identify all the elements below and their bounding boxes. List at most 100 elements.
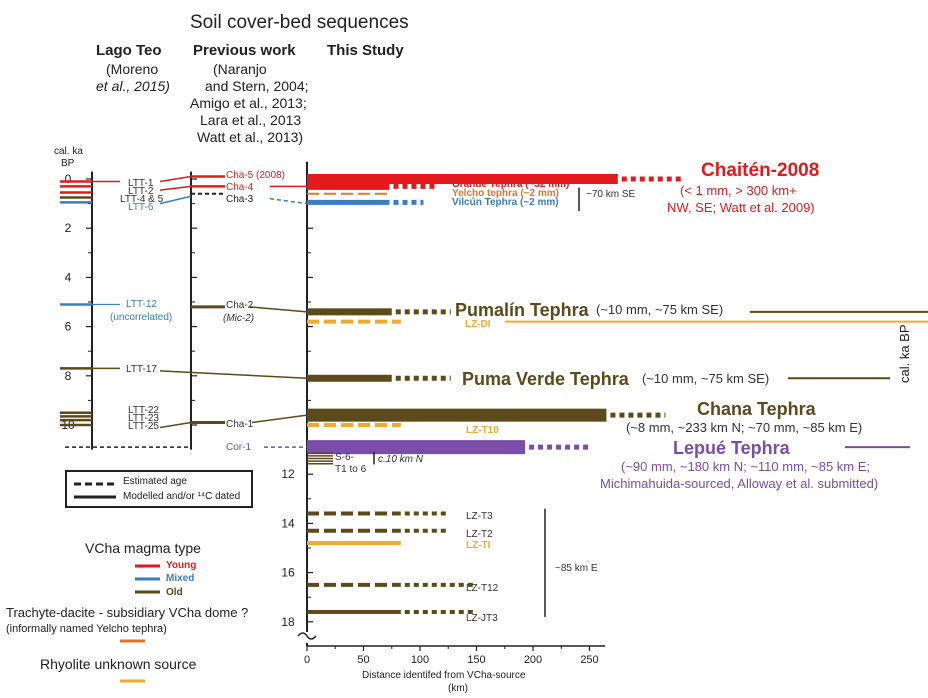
cha-1-label: Cha-1 [226, 419, 254, 430]
pumaverde-bar [307, 374, 392, 382]
lz-di-label: LZ-DI [465, 319, 491, 330]
ltt-22-label: LTT-22 [128, 405, 159, 416]
ltt-4-5-label: LTT-4 & 5 [120, 194, 164, 205]
age-tick-label: 4 [65, 270, 72, 284]
header-previous-cite-3: Amigo et al., 2013; [190, 95, 307, 111]
age-tick-label: 16 [281, 566, 295, 580]
legend-rhyolite-label: Rhyolite unknown source [40, 656, 197, 672]
header-lago-teo-cite1: (Moreno [106, 61, 159, 77]
distance-tick-label: 50 [357, 654, 369, 666]
cha-5-label: Cha-5 (2008) [226, 170, 285, 181]
legend-mixed-label: Mixed [166, 573, 195, 584]
legend-trachyte-sub-label: (informally named Yelcho tephra) [6, 623, 167, 635]
chana-tephra-label: Chana Tephra [697, 399, 816, 419]
lz-t10-label: LZ-T10 [466, 425, 499, 436]
header-previous-cite-1: (Naranjo [213, 61, 267, 77]
age-tick-label: 18 [281, 615, 295, 629]
cha-3-label: Cha-3 [226, 194, 254, 205]
pumalin-sub-label: (~10 mm, ~75 km SE) [596, 302, 724, 317]
ltt-25-connector [159, 421, 192, 429]
lz-t2-label: LZ-T2 [466, 529, 493, 540]
pumalin-bar [307, 308, 392, 316]
lz-t3-label: LZ-T3 [466, 511, 493, 522]
e-85-km-label: ~85 km E [555, 563, 598, 574]
legend-magma-title: VCha magma type [85, 540, 201, 556]
chaiten-label: Chaitén-2008 [701, 160, 820, 181]
age-axis-right-label: cal. ka BP [897, 324, 912, 383]
yelcho-tephra-label: Yelcho tephra (~2 mm) [452, 188, 559, 199]
grande-bar [307, 182, 390, 190]
distance-tick-label: 100 [411, 654, 429, 666]
cor-1-label: Cor-1 [226, 442, 252, 453]
legend-estimated-label: Estimated age [123, 476, 187, 487]
ltt-1-label: LTT-1 [128, 178, 154, 189]
distance-tick-label: 0 [304, 654, 310, 666]
cha-2-label: Cha-2 [226, 300, 254, 311]
distance-axis-label-1: Distance identifed from VCha-source [362, 670, 526, 681]
legend-box [65, 470, 253, 508]
age-tick-label: 14 [281, 516, 295, 530]
puma-verde-sub-label: (~10 mm, ~75 km SE) [642, 371, 770, 386]
lepue-bar [307, 440, 526, 455]
axis-break-icon [297, 632, 317, 640]
lz-ti-label: LZ-TI [466, 540, 491, 551]
ltt-12-uncorrelated-label: (uncorrelated) [110, 312, 173, 323]
s6-label-line1: S-6- [335, 452, 354, 463]
ltt-25-label: LTT-25 [128, 421, 159, 432]
header-previous-work: Previous work [193, 42, 296, 59]
distance-tick-label: 150 [467, 654, 485, 666]
ltt-2-label: LTT-2 [128, 186, 154, 197]
ltt-17-label: LTT-17 [126, 364, 157, 375]
ltt-6-connector [159, 195, 192, 205]
age-tick-label: 0 [65, 172, 72, 186]
age-tick-label: 12 [281, 467, 295, 481]
lz-t12-label: LZ-T12 [466, 583, 499, 594]
header-lago-teo: Lago Teo [96, 42, 162, 59]
lzjt3-bar [307, 609, 401, 614]
ltt-23-label: LTT-23 [128, 413, 159, 424]
ltt-6-label: LTT-6 [128, 202, 154, 213]
cha-1-connector [251, 414, 308, 424]
age-tick-label: 8 [65, 369, 72, 383]
se-70-km-label: ~70 km SE [586, 189, 636, 200]
s6-label-line2: T1 to 6 [335, 464, 367, 475]
lz-jt3-label: LZ-JT3 [466, 613, 498, 624]
c10-km-n-label: c.10 km N [378, 454, 424, 465]
cha-2-connector [249, 306, 308, 313]
lepue-sub2-label: Michimahuida-sourced, Alloway et al. sub… [600, 476, 879, 491]
distance-tick-label: 200 [524, 654, 542, 666]
lepue-tephra-label: Lepué Tephra [673, 438, 790, 458]
chaiten-sub1-label: (< 1 mm, > 300 km+ [680, 183, 797, 198]
age-axis-unit-top: cal. ka [54, 146, 83, 157]
legend-modelled-label: Modelled and/or ¹⁴C dated [123, 491, 241, 502]
cha-3-connector [269, 197, 308, 205]
lzti-bar [307, 541, 401, 546]
age-tick-label: 6 [65, 320, 72, 334]
chaiten-sub2-label: NW, SE; Watt et al. 2009) [667, 200, 815, 215]
legend-trachyte-label: Trachyte-dacite - subsidiary VCha dome ? [6, 605, 249, 620]
lepue-sub1-label: (~90 mm, ~180 km N; ~110 mm, ~85 km E; [621, 459, 871, 474]
legend-young-label: Young [166, 560, 197, 571]
pumalin-tephra-label: Pumalín Tephra [455, 300, 589, 320]
chaiten-bar [307, 174, 618, 184]
vilcun-bar [307, 199, 390, 205]
header-previous-cite-2: and Stern, 2004; [205, 78, 309, 94]
vilcun-tephra-label: Vilcún Tephra (~2 mm) [452, 197, 559, 208]
distance-axis-label-2: (km) [448, 683, 468, 694]
ltt-1-connector [159, 175, 192, 183]
ltt-17-connector [159, 370, 308, 380]
puma-verde-tephra-label: Puma Verde Tephra [462, 369, 629, 389]
ltt-2-connector [159, 185, 192, 191]
header-lago-teo-cite2: et al., 2015) [96, 78, 170, 94]
chana-bar [307, 408, 607, 422]
age-tick-label: 2 [65, 221, 72, 235]
legend-old-label: Old [166, 587, 183, 598]
ltt-12-label: LTT-12 [126, 299, 157, 310]
chana-sub-label: (~8 mm, ~233 km N; ~70 mm, ~85 km E) [626, 420, 863, 435]
age-axis-unit-bottom: BP [61, 158, 75, 169]
mic-2-label: (Mic-2) [223, 313, 255, 324]
header-previous-cite-5: Watt et al., 2013) [197, 129, 304, 145]
distance-tick-label: 250 [580, 654, 598, 666]
grande-tephra-label: Grande Tephra (~32 mm) [452, 179, 570, 190]
